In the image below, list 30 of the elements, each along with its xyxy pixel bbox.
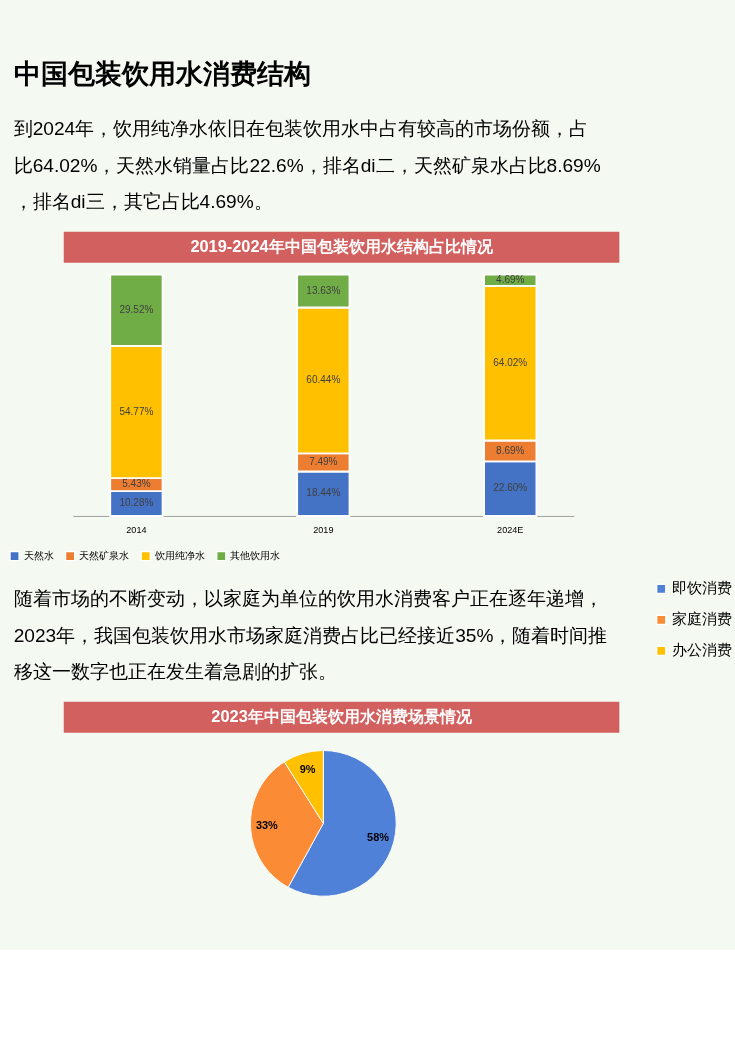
- data-label: 13.63%: [306, 284, 341, 296]
- text: 到2024年，饮用纯净水依旧在包装饮用水中占有较高的市场份额，占比64.02%，天然水销量占比22.6%，排名di二，天然矿泉水占比8.69%，排名di三，其它占比4.69%。: [13, 118, 601, 213]
- data-label: 4.69%: [496, 274, 525, 286]
- legend-label: 天然矿泉水: [79, 549, 130, 561]
- x-tick-label: 2024E: [497, 524, 524, 535]
- data-label: 60.44%: [306, 374, 341, 386]
- chart-title: 中国包装饮用水消费结构: [13, 58, 311, 90]
- x-tick-label: 2019: [313, 524, 334, 535]
- data-label: 18.44%: [306, 487, 341, 499]
- chart-subtitle: 2019-2024年中国包装饮用水结构占比情况: [190, 236, 494, 255]
- legend-label: 天然水: [23, 549, 54, 561]
- data-label: 29.52%: [119, 303, 154, 315]
- legend-label: 家庭消费: [672, 611, 733, 628]
- legend-label: 即饮消费: [672, 580, 733, 597]
- data-label: 54.77%: [119, 405, 154, 417]
- legend-label: 办公消费: [672, 642, 733, 659]
- data-label: 8.69%: [496, 444, 525, 456]
- legend-label: 饮用纯净水: [153, 549, 205, 561]
- data-label: 58%: [367, 831, 390, 844]
- data-label: 5.43%: [122, 478, 151, 490]
- data-label: 7.49%: [309, 456, 338, 468]
- data-label: 22.60%: [493, 482, 528, 494]
- text: 2023年中国包装饮用水消费场景情况: [211, 706, 473, 725]
- legend-label: 其他饮用水: [230, 549, 281, 561]
- data-label: 33%: [255, 818, 279, 831]
- data-label: 64.02%: [493, 356, 528, 368]
- data-label: 10.28%: [119, 497, 154, 509]
- x-tick-label: 2014: [126, 524, 147, 535]
- data-label: 9%: [299, 762, 316, 775]
- text: 随着市场的不断变动，以家庭为单位的饮用水消费客户正在逐年递增，2023年，我国包装饮用水市场家庭消费占比已经接近35%，随着时间推移这一数字也正在发生着急剧的扩张。: [13, 588, 608, 683]
